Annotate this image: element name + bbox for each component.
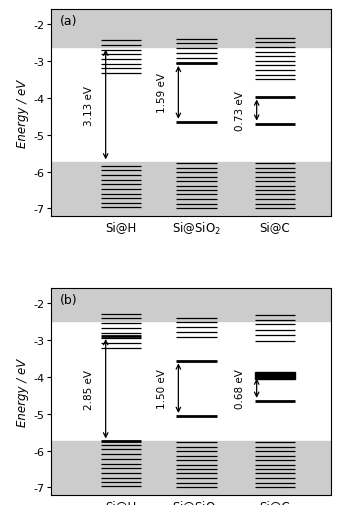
Text: 1.50 eV: 1.50 eV — [157, 369, 167, 409]
Text: 0.68 eV: 0.68 eV — [235, 369, 245, 409]
Y-axis label: Energy / eV: Energy / eV — [16, 79, 29, 147]
Text: (a): (a) — [60, 15, 77, 27]
Bar — [51, 10, 331, 47]
Bar — [255, 373, 295, 379]
Text: (b): (b) — [60, 293, 77, 306]
Text: 2.85 eV: 2.85 eV — [84, 369, 94, 409]
Text: Si@C: Si@C — [260, 221, 290, 234]
Bar — [51, 163, 331, 217]
Text: 1.59 eV: 1.59 eV — [157, 73, 167, 113]
Bar — [51, 288, 331, 322]
Text: Si@SiO$_2$: Si@SiO$_2$ — [172, 499, 221, 505]
Y-axis label: Energy / eV: Energy / eV — [16, 358, 29, 426]
Bar — [51, 441, 331, 495]
Text: Si@H: Si@H — [105, 499, 137, 505]
Text: 3.13 eV: 3.13 eV — [84, 85, 94, 125]
Text: Si@H: Si@H — [105, 221, 137, 234]
Text: Si@SiO$_2$: Si@SiO$_2$ — [172, 221, 221, 237]
Text: Si@C: Si@C — [260, 499, 290, 505]
Text: 0.73 eV: 0.73 eV — [235, 91, 245, 131]
